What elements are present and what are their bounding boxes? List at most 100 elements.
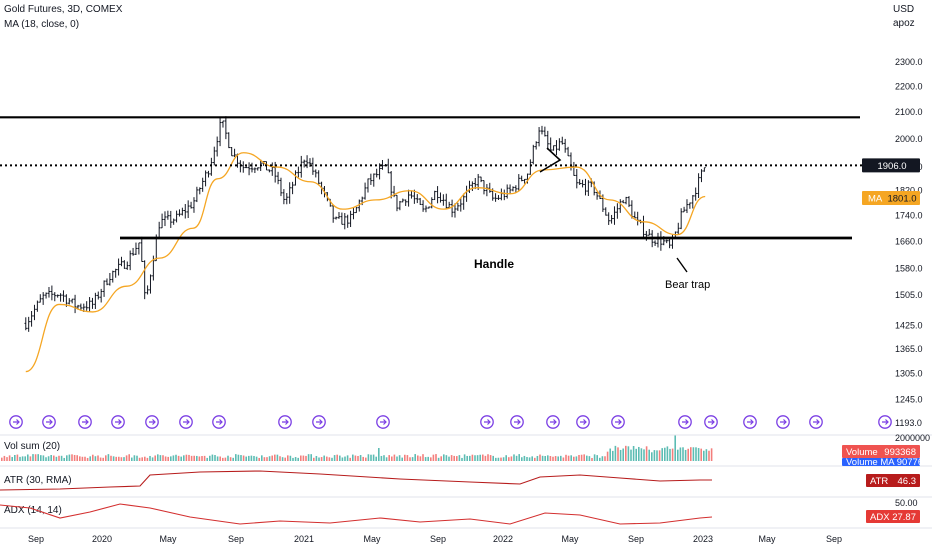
price-bar xyxy=(691,195,695,209)
volume-bar xyxy=(591,457,593,461)
volume-bar xyxy=(562,457,565,461)
event-icon[interactable] xyxy=(611,415,625,429)
scale-mode-label[interactable]: apoz xyxy=(893,18,915,29)
y-tick-label: 2200.0 xyxy=(895,81,923,91)
volume-bar xyxy=(710,448,713,461)
event-icon[interactable] xyxy=(212,415,226,429)
event-icon[interactable] xyxy=(576,415,590,429)
arrow-right-icon xyxy=(882,419,889,425)
price-bar xyxy=(192,197,196,213)
price-bar xyxy=(114,268,117,278)
arrow-right-icon xyxy=(183,419,190,425)
event-icon[interactable] xyxy=(809,415,823,429)
event-icon[interactable] xyxy=(546,415,560,429)
volume-bar xyxy=(253,455,255,461)
event-icon[interactable] xyxy=(9,415,23,429)
volume-bar xyxy=(630,449,632,461)
volume-bar xyxy=(107,454,110,461)
price-bar xyxy=(453,203,457,218)
adx-pane: ADX (14, 14) xyxy=(0,503,713,525)
price-bar xyxy=(62,290,65,302)
event-icon[interactable] xyxy=(145,415,159,429)
price-bar xyxy=(73,294,77,314)
volume-bar xyxy=(692,447,695,461)
volume-bar xyxy=(684,449,687,461)
price-bar xyxy=(558,138,561,151)
volume-bar xyxy=(609,448,611,461)
volume-bar xyxy=(417,455,419,461)
price-bar xyxy=(668,237,671,249)
volume-bar xyxy=(349,457,351,461)
x-tick-label: May xyxy=(758,534,776,544)
arrow-right-icon xyxy=(13,419,20,425)
volume-bar xyxy=(144,456,146,461)
volume-bar xyxy=(310,454,312,461)
volume-bar xyxy=(32,454,34,461)
arrow-right-icon xyxy=(580,419,587,425)
event-icon[interactable] xyxy=(878,415,892,429)
volume-bar xyxy=(502,457,505,461)
arrow-right-icon xyxy=(747,419,754,425)
volume-bar xyxy=(73,454,76,461)
volume-bar xyxy=(414,454,416,461)
atr-line xyxy=(0,470,712,491)
price-bar xyxy=(230,147,233,157)
price-bar xyxy=(276,171,280,185)
volume-bar xyxy=(466,455,468,461)
price-bar xyxy=(621,199,625,204)
volume-bar xyxy=(209,455,211,461)
price-bar xyxy=(694,187,697,201)
indicator-label[interactable]: MA (18, close, 0) xyxy=(4,19,80,30)
volume-bar xyxy=(513,454,515,461)
volume-bar xyxy=(313,457,315,461)
price-bar xyxy=(366,178,370,193)
event-icon[interactable] xyxy=(42,415,56,429)
volume-bar xyxy=(40,455,42,461)
volume-bar xyxy=(47,456,50,461)
price-bar xyxy=(581,179,584,188)
price-bar xyxy=(697,173,700,198)
event-icon[interactable] xyxy=(704,415,718,429)
event-icon[interactable] xyxy=(678,415,692,429)
price-bar xyxy=(285,193,289,205)
event-icon[interactable] xyxy=(179,415,193,429)
volume-bar xyxy=(489,455,492,461)
volume-bar xyxy=(102,457,104,461)
volume-bar xyxy=(427,456,429,461)
volume-bar xyxy=(287,455,289,461)
event-icon[interactable] xyxy=(312,415,326,429)
volume-bar xyxy=(367,454,370,461)
event-icon[interactable] xyxy=(776,415,790,429)
event-icon[interactable] xyxy=(376,415,390,429)
price-bar xyxy=(24,317,28,331)
badge-bg xyxy=(862,158,920,173)
price-bar xyxy=(355,207,358,214)
volume-bar xyxy=(393,454,396,461)
atr-pane: ATR (30, RMA) xyxy=(0,470,712,491)
volume-bar xyxy=(461,457,463,461)
volume-bar xyxy=(175,454,177,461)
volume-bar xyxy=(68,454,71,461)
badge-bg xyxy=(866,474,920,487)
volume-bar xyxy=(206,457,208,461)
price-bar xyxy=(642,215,645,238)
price-bar xyxy=(534,141,538,150)
price-bar xyxy=(111,270,115,283)
ma-line xyxy=(25,152,706,373)
arrow-right-icon xyxy=(282,419,289,425)
event-icon[interactable] xyxy=(278,415,292,429)
volume-bar xyxy=(359,455,362,461)
adx-title: ADX (14, 14) xyxy=(4,505,62,516)
price-bar xyxy=(415,194,419,204)
ma-badge-label: MA xyxy=(868,194,883,205)
volume-bar xyxy=(539,454,541,461)
event-icon[interactable] xyxy=(743,415,757,429)
price-bar xyxy=(88,297,91,312)
event-icon[interactable] xyxy=(510,415,524,429)
price-bar xyxy=(349,210,352,228)
event-icon[interactable] xyxy=(480,415,494,429)
event-icon[interactable] xyxy=(111,415,125,429)
volume-bar xyxy=(157,454,159,461)
event-icon[interactable] xyxy=(78,415,92,429)
